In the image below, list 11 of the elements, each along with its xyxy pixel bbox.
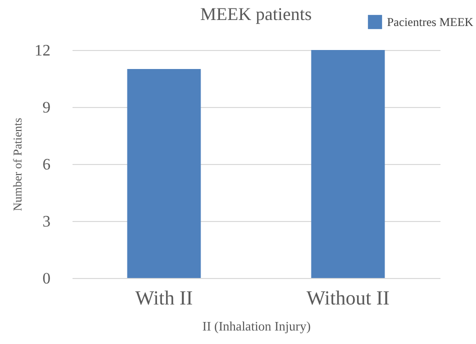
legend-label: Pacientres MEEK	[387, 15, 474, 29]
x-axis-title: II (Inhalation Injury)	[202, 318, 311, 334]
x-tick-label: Without II	[306, 288, 390, 310]
y-tick-label: 12	[34, 42, 50, 60]
y-tick-label: 6	[42, 156, 50, 174]
chart-title: MEEK patients	[200, 4, 312, 24]
x-tick-label: With II	[135, 288, 193, 310]
y-tick-label: 9	[42, 100, 50, 116]
y-axis-title: Number of Patients	[10, 118, 24, 212]
y-tick-label: 3	[42, 214, 50, 230]
y-tick-label: 0	[42, 270, 50, 288]
